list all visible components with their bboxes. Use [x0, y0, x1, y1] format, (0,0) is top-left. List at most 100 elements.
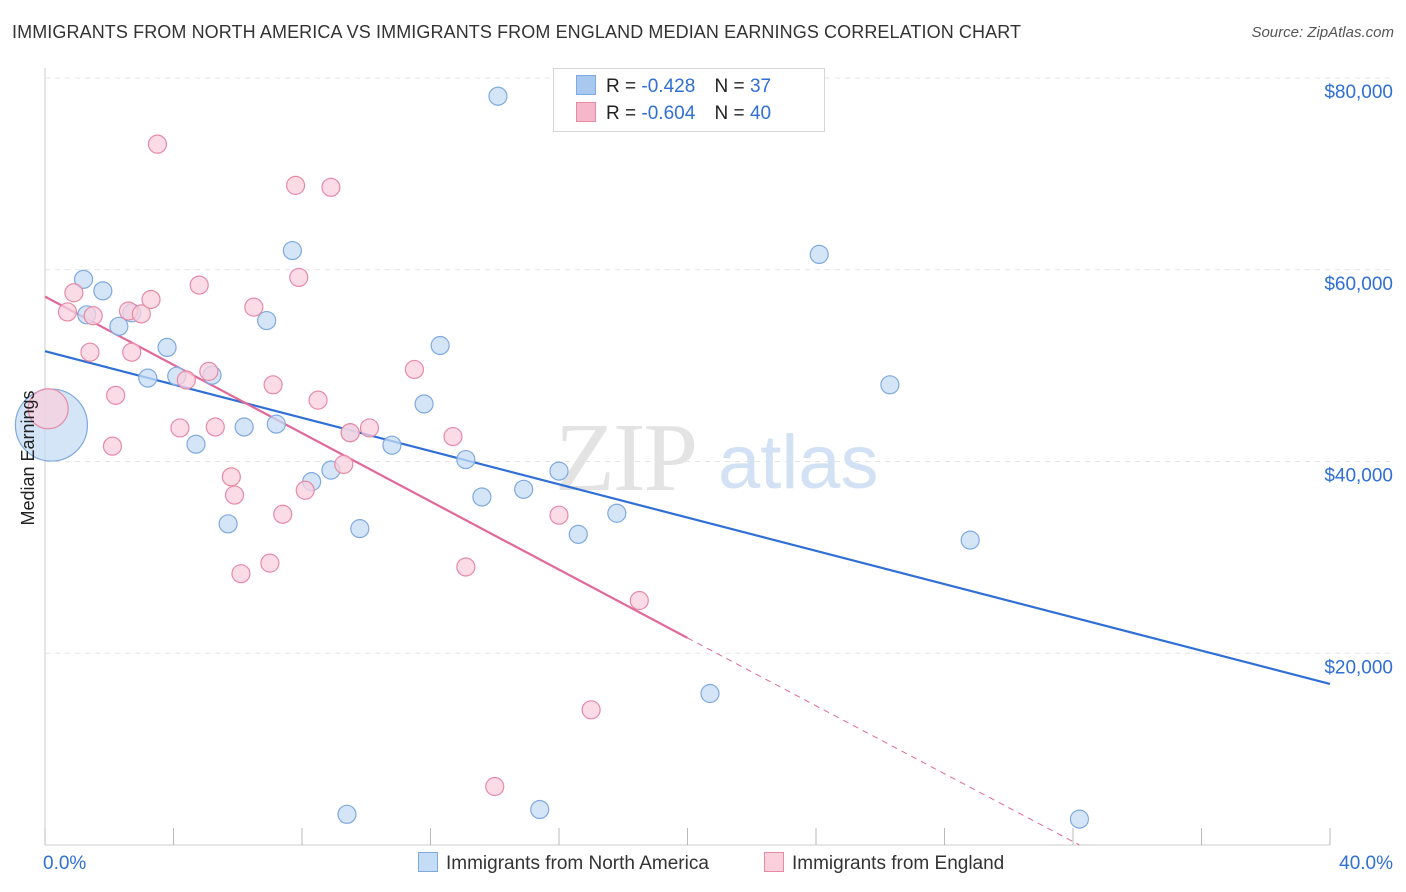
data-point: [456, 557, 476, 577]
watermark-atlas: atlas: [718, 420, 879, 505]
legend-n-value: 37: [749, 76, 772, 97]
trend-line-extension: [687, 637, 1080, 846]
data-point: [514, 479, 534, 499]
y-axis-label: Median Earnings: [18, 390, 38, 525]
data-point: [244, 297, 264, 317]
data-point: [334, 454, 354, 474]
data-point: [285, 175, 306, 195]
data-point: [263, 375, 283, 395]
data-point: [122, 342, 142, 362]
x-tick-label: 40.0%: [1339, 853, 1393, 874]
data-point: [960, 530, 980, 550]
data-point: [199, 361, 219, 381]
data-points: [14, 86, 1090, 829]
data-point: [289, 267, 309, 288]
data-point: [273, 504, 293, 524]
data-point: [109, 316, 129, 336]
data-point: [205, 417, 225, 437]
data-point: [382, 435, 402, 455]
x-tick-label: 0.0%: [43, 853, 86, 874]
data-point: [57, 302, 78, 322]
source-label: Source: ZipAtlas.com: [1251, 24, 1394, 41]
data-point: [80, 342, 100, 362]
series-swatch-england: [764, 852, 784, 872]
data-point: [102, 436, 123, 456]
data-point: [340, 423, 360, 443]
legend-r-value: -0.428: [641, 76, 696, 97]
data-point: [880, 375, 900, 395]
data-point: [485, 776, 505, 797]
series-legend-england: Immigrants from England: [764, 852, 1004, 875]
data-point: [224, 485, 245, 505]
legend-swatch-north-america: [576, 75, 596, 95]
data-point: [359, 418, 380, 438]
legend-swatch-england: [576, 102, 596, 122]
y-tick-label: $20,000: [1324, 657, 1393, 678]
data-point: [266, 414, 286, 434]
legend-r-label: R =: [606, 103, 637, 124]
data-point: [93, 281, 113, 301]
data-point: [170, 418, 190, 438]
data-point: [257, 310, 277, 331]
data-point: [530, 799, 550, 820]
legend-n-label: N =: [714, 103, 745, 124]
data-point: [231, 564, 251, 584]
data-point: [472, 487, 492, 507]
legend-n-label: N =: [714, 76, 745, 97]
data-point: [64, 283, 84, 303]
data-point: [189, 275, 209, 295]
data-point: [700, 683, 720, 704]
data-point: [218, 514, 238, 534]
data-point: [443, 426, 463, 447]
chart-title: IMMIGRANTS FROM NORTH AMERICA VS IMMIGRA…: [12, 22, 1022, 42]
data-point: [629, 590, 649, 611]
data-point: [414, 394, 434, 414]
data-point: [549, 505, 569, 525]
data-point: [404, 359, 425, 380]
trend-line: [44, 295, 689, 639]
data-point: [141, 289, 161, 310]
y-tick-label: $60,000: [1324, 274, 1393, 295]
data-point: [568, 524, 588, 544]
data-point: [221, 467, 241, 487]
data-point: [147, 134, 168, 154]
data-point: [809, 244, 829, 265]
data-point: [581, 700, 601, 720]
data-point: [27, 388, 69, 430]
series-england: [27, 134, 649, 797]
data-point: [1069, 809, 1090, 829]
y-tick-label: $80,000: [1324, 82, 1393, 103]
data-point: [295, 480, 315, 500]
series-north-america: [14, 86, 1090, 829]
data-point: [83, 306, 103, 326]
data-point: [157, 337, 177, 358]
data-point: [131, 304, 151, 324]
series-label: Immigrants from England: [792, 853, 1005, 874]
data-point: [430, 335, 450, 356]
data-point: [234, 417, 254, 437]
tick-labels: $20,000 $40,000 $60,000 $80,000 0.0% 40.0%: [43, 82, 1393, 874]
data-point: [321, 177, 341, 197]
data-point: [337, 804, 357, 824]
trend-lines: [44, 295, 1331, 846]
series-swatch-north-america: [418, 852, 438, 872]
watermark: ZIP atlas: [555, 404, 879, 512]
legend-row-england: R = -0.604 N = 40: [576, 102, 771, 125]
data-point: [549, 461, 569, 481]
watermark-zip: ZIP: [555, 404, 696, 512]
data-point: [282, 240, 302, 261]
data-point: [73, 269, 94, 289]
legend-r-value: -0.604: [641, 103, 696, 124]
trend-line: [44, 350, 1331, 685]
data-point: [138, 368, 158, 388]
legend-row-north-america: R = -0.428 N = 37: [576, 75, 771, 98]
series-legend-north-america: Immigrants from North America: [418, 852, 709, 875]
grid-lines: [45, 77, 1394, 654]
data-point: [607, 503, 627, 523]
stats-legend: R = -0.428 N = 37 R = -0.604 N = 40: [553, 68, 825, 132]
legend-n-value: 40: [749, 103, 772, 124]
legend-r-label: R =: [606, 76, 637, 97]
data-point: [350, 519, 370, 539]
data-point: [176, 370, 196, 390]
